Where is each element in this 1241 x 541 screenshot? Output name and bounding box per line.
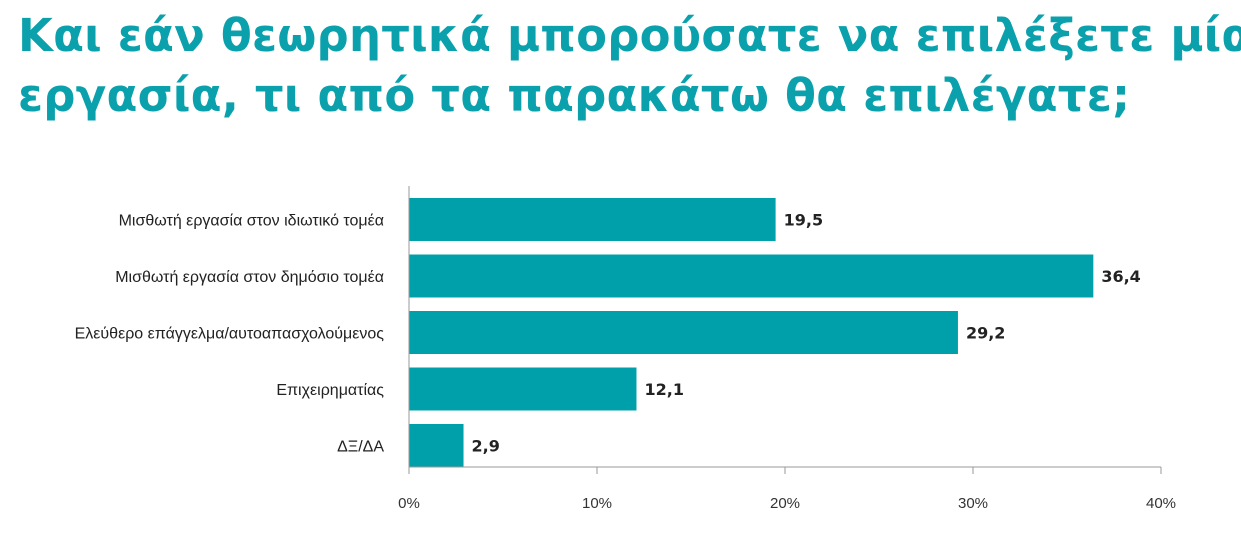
category-label: Ελεύθερο επάγγελμα/αυτοαπασχολούμενος xyxy=(75,326,385,343)
bar-1 xyxy=(409,198,776,241)
value-label: 29,2 xyxy=(966,324,1005,343)
category-label: Επιχειρηματίας xyxy=(276,382,384,399)
bar-2 xyxy=(409,254,1094,298)
category-label: Μισθωτή εργασία στον δημόσιο τομέα xyxy=(115,269,384,286)
x-axis: 0% 10% 20% 30% 40% xyxy=(398,186,1176,512)
bar-3 xyxy=(409,311,958,354)
bar-4 xyxy=(409,367,637,411)
x-tick-label: 0% xyxy=(398,495,420,512)
page-title: Και εάν θεωρητικά μπορούσατε να επιλέξετ… xyxy=(18,6,1241,126)
value-label: 36,4 xyxy=(1101,267,1140,286)
value-label: 12,1 xyxy=(644,380,683,399)
x-tick-label: 10% xyxy=(582,495,612,512)
category-label: ΔΞ/ΔΑ xyxy=(337,439,384,456)
bar-5 xyxy=(409,424,464,467)
value-label: 19,5 xyxy=(784,211,823,230)
category-label: Μισθωτή εργασία στον ιδιωτικό τομέα xyxy=(119,213,384,230)
x-tick-label: 30% xyxy=(958,495,988,512)
x-tick-label: 40% xyxy=(1146,495,1176,512)
bars-layer xyxy=(409,198,1094,467)
title-line-1: Και εάν θεωρητικά μπορούσατε να επιλέξετ… xyxy=(18,9,1241,62)
x-tick-label: 20% xyxy=(770,495,800,512)
title-line-2: εργασία, τι από τα παρακάτω θα επιλέγατε… xyxy=(18,69,1131,122)
labels-layer: Μισθωτή εργασία στον ιδιωτικό τομέα 19,5 Μ… xyxy=(75,211,1141,456)
value-label: 2,9 xyxy=(472,437,500,456)
